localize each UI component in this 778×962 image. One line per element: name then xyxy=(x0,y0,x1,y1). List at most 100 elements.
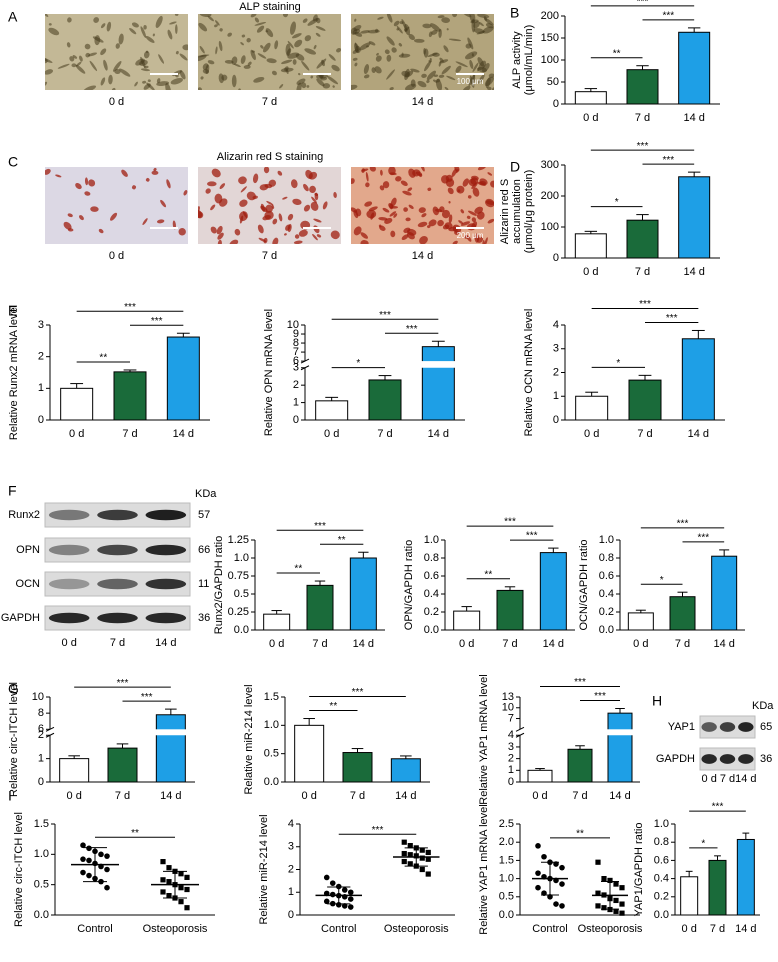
bar xyxy=(736,838,755,916)
point xyxy=(98,851,104,858)
cell xyxy=(90,206,99,212)
y-tick-label: 1 xyxy=(38,382,44,394)
cell xyxy=(147,79,151,83)
y-axis-title: Relative YAP1 mRNA level xyxy=(478,804,490,934)
point xyxy=(425,871,431,877)
cell xyxy=(131,185,137,190)
cell xyxy=(271,70,277,76)
cell xyxy=(239,199,248,207)
y-tick-label: 1 xyxy=(508,764,514,776)
image-label: 7 d xyxy=(262,250,277,262)
cell xyxy=(215,46,218,55)
cell xyxy=(296,82,302,90)
point xyxy=(595,903,601,909)
cell xyxy=(488,73,494,78)
cell xyxy=(421,213,427,218)
y-tick-label: 1.0 xyxy=(599,534,614,546)
panel-label: B xyxy=(510,5,519,21)
blot-lane-label: 7 d xyxy=(110,637,125,649)
y-tick-label: 0.2 xyxy=(654,891,669,903)
cell xyxy=(271,204,275,209)
scale-bar-label: 200 μm xyxy=(457,231,484,240)
cell xyxy=(311,196,318,204)
cell xyxy=(178,228,186,236)
blot-kda: 36 xyxy=(198,612,210,624)
y-tick-label: 1 xyxy=(288,886,294,898)
cell xyxy=(454,167,460,172)
cell xyxy=(214,24,218,28)
cell xyxy=(67,213,73,218)
y-tick-label: 0.75 xyxy=(228,570,249,582)
cell xyxy=(48,23,52,26)
bar xyxy=(539,552,567,631)
cell xyxy=(294,234,300,239)
cell xyxy=(55,174,62,178)
cell xyxy=(433,74,439,77)
bar xyxy=(626,69,659,105)
point xyxy=(407,861,413,867)
cell xyxy=(207,181,217,187)
panel-label: I xyxy=(8,788,12,804)
cell xyxy=(291,33,302,39)
point xyxy=(559,864,565,871)
cell xyxy=(322,83,331,89)
sig-label: ** xyxy=(613,48,621,59)
point xyxy=(329,891,336,898)
cell xyxy=(156,81,170,87)
point xyxy=(166,879,172,885)
cell xyxy=(424,60,432,72)
bar xyxy=(680,876,699,916)
cell xyxy=(274,40,279,50)
blot-lane-label: 0 d xyxy=(702,773,717,785)
point xyxy=(184,886,190,893)
y-tick-label: 0.5 xyxy=(499,891,514,903)
y-axis-title: Relative Runx2 mRNA level xyxy=(8,305,20,440)
cell xyxy=(466,215,471,219)
x-tick-label: 0 d xyxy=(269,638,284,650)
micrograph: 200 μm xyxy=(351,167,494,244)
cell xyxy=(284,233,287,236)
point xyxy=(425,856,431,862)
x-tick-label: 14 d xyxy=(683,266,704,278)
cell xyxy=(467,195,472,199)
blot-band xyxy=(145,578,187,590)
y-tick-label: 4 xyxy=(508,729,514,741)
cell xyxy=(140,68,150,72)
blot-band xyxy=(738,722,754,732)
y-tick-label: 1.0 xyxy=(424,534,439,546)
cell xyxy=(262,215,271,221)
cell xyxy=(286,48,292,57)
cell xyxy=(467,37,474,50)
cell xyxy=(145,178,150,182)
blot-band xyxy=(97,578,138,590)
bar xyxy=(607,712,633,783)
cell xyxy=(485,77,491,89)
y-tick-label: 2 xyxy=(288,863,294,875)
x-tick-label: 7 d xyxy=(675,638,690,650)
cell xyxy=(469,59,474,69)
sig-label: *** xyxy=(379,310,391,321)
blot-band xyxy=(97,612,138,624)
x-tick-label: 14 d xyxy=(713,638,734,650)
cell xyxy=(378,217,388,221)
point xyxy=(341,887,348,893)
point xyxy=(613,908,619,914)
cell xyxy=(384,217,393,224)
cell xyxy=(75,61,82,67)
x-tick-label: 7 d xyxy=(502,638,517,650)
cell xyxy=(417,80,427,88)
axis-break xyxy=(515,726,525,732)
y-tick-label: 0.6 xyxy=(599,570,614,582)
y-tick-label: 0 xyxy=(38,414,44,426)
y-tick-label: 0.5 xyxy=(264,748,279,760)
cell xyxy=(360,240,369,244)
sig-label: * xyxy=(356,358,360,369)
y-tick-label: 0.4 xyxy=(654,873,669,885)
cell xyxy=(121,169,128,177)
point xyxy=(178,899,184,905)
blot-lane-label: 14 d xyxy=(735,773,756,785)
y-tick-label: 0.8 xyxy=(654,836,669,848)
point xyxy=(166,892,172,899)
y-tick-label: 2 xyxy=(508,753,514,765)
